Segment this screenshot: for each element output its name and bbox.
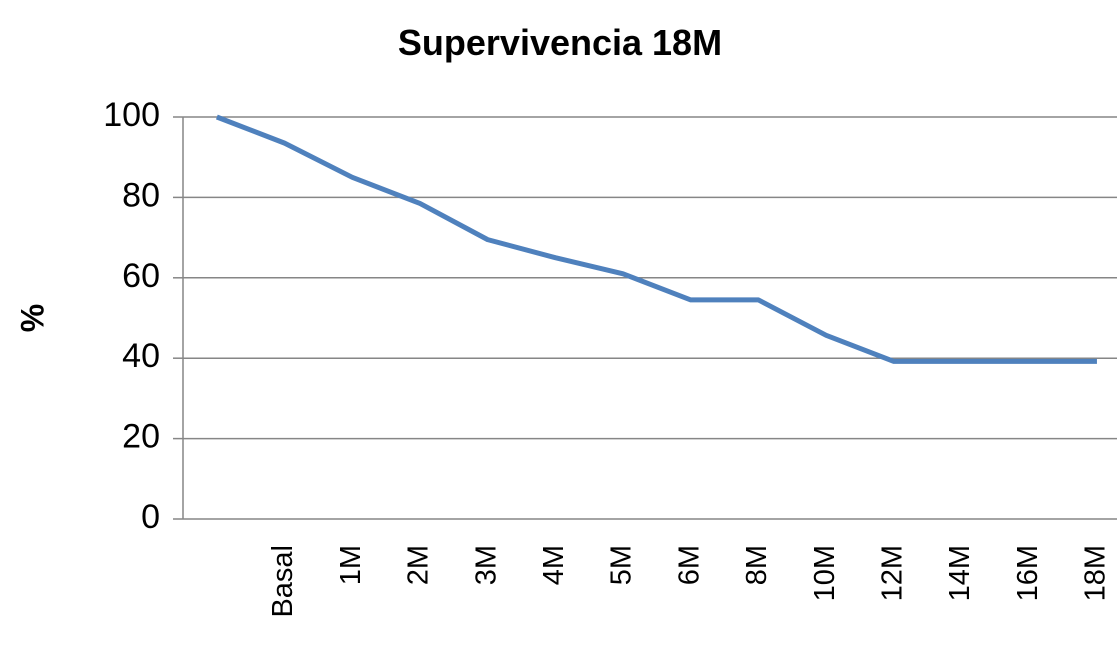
x-tick-label: 14M (944, 545, 976, 601)
x-tick-label: Basal (267, 545, 299, 618)
line (215, 114, 1097, 364)
x-tick-label: 6M (673, 545, 705, 585)
x-tick-label: 16M (1012, 545, 1044, 601)
x-tick-label: 10M (809, 545, 841, 601)
x-tick-label: 4M (538, 545, 570, 585)
y-tick-label: 20 (122, 418, 160, 456)
y-tick-label: 40 (122, 337, 160, 375)
y-tick-label: 80 (122, 176, 160, 214)
y-tick-label: 60 (122, 257, 160, 295)
x-tick-label: 18M (1080, 545, 1112, 601)
x-tick-label: 1M (335, 545, 367, 585)
y-tick-label: 100 (103, 96, 160, 134)
x-tick-label: 12M (877, 545, 909, 601)
x-tick-label: 3M (470, 545, 502, 585)
x-tick-label: 2M (403, 545, 435, 585)
y-axis-label: % (14, 304, 50, 332)
chart-title: Supervivencia 18M (398, 22, 722, 63)
y-tick-label: 0 (141, 498, 160, 536)
x-tick-label: 8M (741, 545, 773, 585)
x-tick-label: 5M (606, 545, 638, 585)
